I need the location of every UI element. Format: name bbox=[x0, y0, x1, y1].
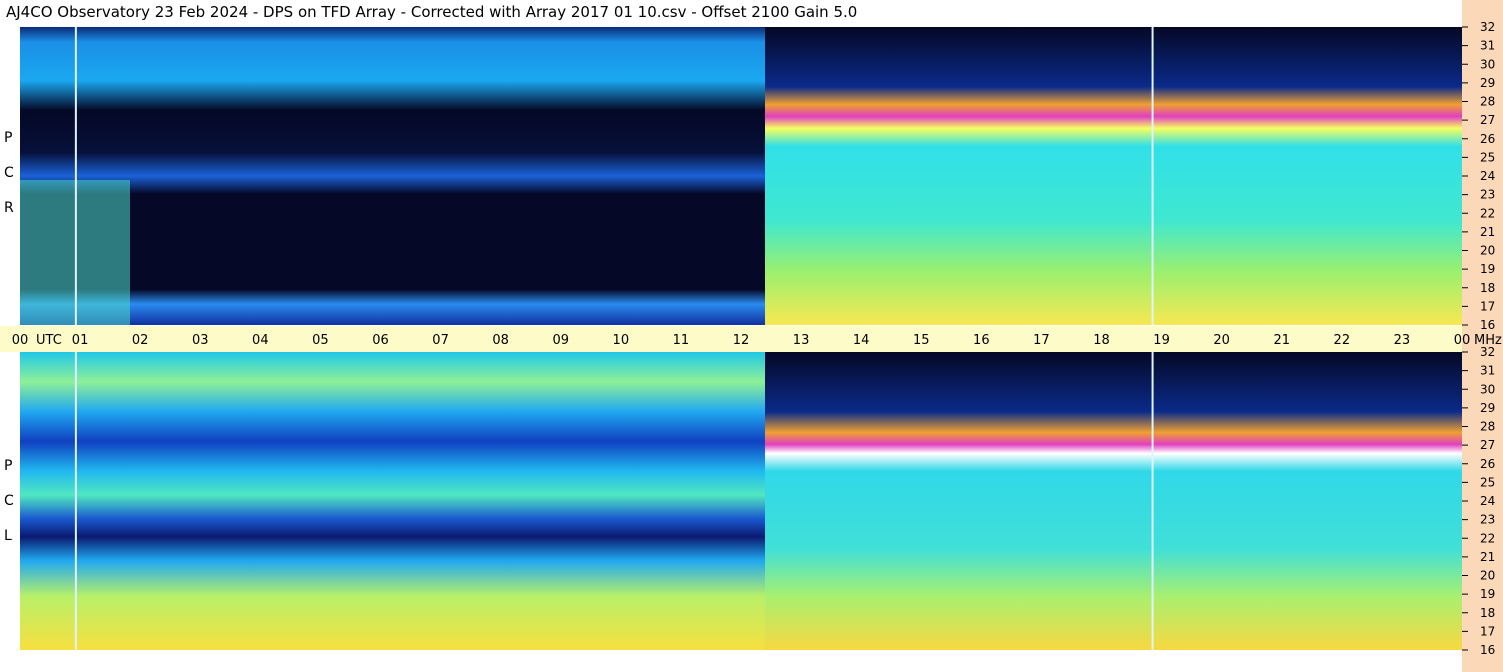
y-tick-label: 25 bbox=[1480, 475, 1495, 489]
x-tick-label: 23 bbox=[1394, 333, 1411, 348]
y-tick-label: 21 bbox=[1480, 550, 1495, 564]
x-tick-label: 00 bbox=[12, 333, 29, 348]
y-tick-label: 19 bbox=[1480, 587, 1495, 601]
y-tick-label: 27 bbox=[1480, 438, 1495, 452]
y-tick-label: 18 bbox=[1480, 606, 1495, 620]
panel-label-rcp: P C R bbox=[2, 130, 18, 230]
lcp-letter-l: L bbox=[4, 528, 12, 544]
x-tick-label: 21 bbox=[1273, 333, 1290, 348]
x-axis-unit-label: MHz bbox=[1474, 333, 1502, 348]
x-tick-label: 20 bbox=[1213, 333, 1230, 348]
y-tick-label: 30 bbox=[1480, 57, 1495, 71]
y-tick-label: 16 bbox=[1480, 318, 1495, 332]
rcp-spectrum-right bbox=[765, 27, 1462, 325]
y-tick-label: 23 bbox=[1480, 513, 1495, 527]
y-tick-label: 17 bbox=[1480, 624, 1495, 638]
x-tick-label: 04 bbox=[252, 333, 269, 348]
y-tick-label: 16 bbox=[1480, 643, 1495, 657]
y-tick-label: 21 bbox=[1480, 225, 1495, 239]
y-axis-ticks-rcp: 32 31 30 29 28 27 26 25 24 23 22 21 20 19 18 17 16 bbox=[1462, 20, 1495, 332]
y-tick-label: 20 bbox=[1480, 244, 1495, 258]
page-title: AJ4CO Observatory 23 Feb 2024 - DPS on T… bbox=[6, 3, 858, 21]
x-tick-label: 00 bbox=[1454, 333, 1471, 348]
y-tick-label: 26 bbox=[1480, 132, 1495, 146]
x-tick-label: 06 bbox=[372, 333, 389, 348]
y-tick-label: 28 bbox=[1480, 420, 1495, 434]
x-tick-label: 01 bbox=[72, 333, 89, 348]
utc-axis-band bbox=[0, 326, 1462, 352]
x-tick-label: 19 bbox=[1153, 333, 1170, 348]
y-tick-label: 32 bbox=[1480, 345, 1495, 359]
x-tick-label: 08 bbox=[492, 333, 509, 348]
rcp-spectrum-left bbox=[20, 27, 765, 325]
lcp-letter-c: C bbox=[4, 493, 14, 509]
x-tick-label: 05 bbox=[312, 333, 329, 348]
x-tick-label: 03 bbox=[192, 333, 209, 348]
right-edge-strip bbox=[1462, 0, 1503, 672]
lcp-spectrum-right bbox=[765, 352, 1462, 650]
y-tick-label: 24 bbox=[1480, 169, 1495, 183]
x-tick-label: 07 bbox=[432, 333, 449, 348]
y-tick-label: 31 bbox=[1480, 39, 1495, 53]
y-tick-label: 23 bbox=[1480, 188, 1495, 202]
lcp-panel bbox=[20, 352, 1462, 650]
y-tick-label: 28 bbox=[1480, 95, 1495, 109]
x-tick-label: 16 bbox=[973, 333, 990, 348]
rcp-letter-c: C bbox=[4, 165, 14, 181]
y-tick-label: 31 bbox=[1480, 364, 1495, 378]
x-tick-label: 17 bbox=[1033, 333, 1050, 348]
y-tick-label: 18 bbox=[1480, 281, 1495, 295]
x-tick-label: 10 bbox=[613, 333, 630, 348]
panel-label-lcp: P C L bbox=[2, 458, 18, 558]
lcp-spectrum-left bbox=[20, 352, 765, 650]
y-tick-label: 20 bbox=[1480, 569, 1495, 583]
x-axis-ticks: 00 01 02 03 04 05 06 07 08 09 10 11 12 13 14 15 16 17 18 19… bbox=[12, 333, 1471, 348]
y-tick-label: 32 bbox=[1480, 20, 1495, 34]
y-tick-label: 19 bbox=[1480, 262, 1495, 276]
y-tick-label: 17 bbox=[1480, 299, 1495, 313]
x-axis-label: UTC bbox=[36, 333, 62, 348]
rcp-letter-r: R bbox=[4, 200, 14, 216]
y-tick-label: 26 bbox=[1480, 457, 1495, 471]
y-tick-label: 29 bbox=[1480, 76, 1495, 90]
rcp-letter-p: P bbox=[4, 130, 13, 146]
y-tick-label: 29 bbox=[1480, 401, 1495, 415]
x-tick-label: 18 bbox=[1093, 333, 1110, 348]
y-tick-label: 25 bbox=[1480, 150, 1495, 164]
x-tick-label: 22 bbox=[1334, 333, 1351, 348]
y-tick-label: 22 bbox=[1480, 531, 1495, 545]
x-tick-label: 02 bbox=[132, 333, 149, 348]
x-tick-label: 13 bbox=[793, 333, 810, 348]
x-tick-label: 12 bbox=[733, 333, 750, 348]
marker-lines bbox=[74, 27, 1154, 650]
y-tick-label: 30 bbox=[1480, 382, 1495, 396]
y-tick-label: 27 bbox=[1480, 113, 1495, 127]
y-tick-label: 22 bbox=[1480, 206, 1495, 220]
x-tick-label: 11 bbox=[673, 333, 690, 348]
lcp-letter-p: P bbox=[4, 458, 13, 474]
y-tick-label: 24 bbox=[1480, 494, 1495, 508]
rcp-panel bbox=[20, 27, 1462, 325]
x-tick-label: 15 bbox=[913, 333, 930, 348]
y-axis-ticks-lcp: 32 31 30 29 28 27 26 25 24 23 22 21 20 19 18 17 16 bbox=[1462, 345, 1495, 657]
x-tick-label: 14 bbox=[853, 333, 870, 348]
x-tick-label: 09 bbox=[552, 333, 569, 348]
